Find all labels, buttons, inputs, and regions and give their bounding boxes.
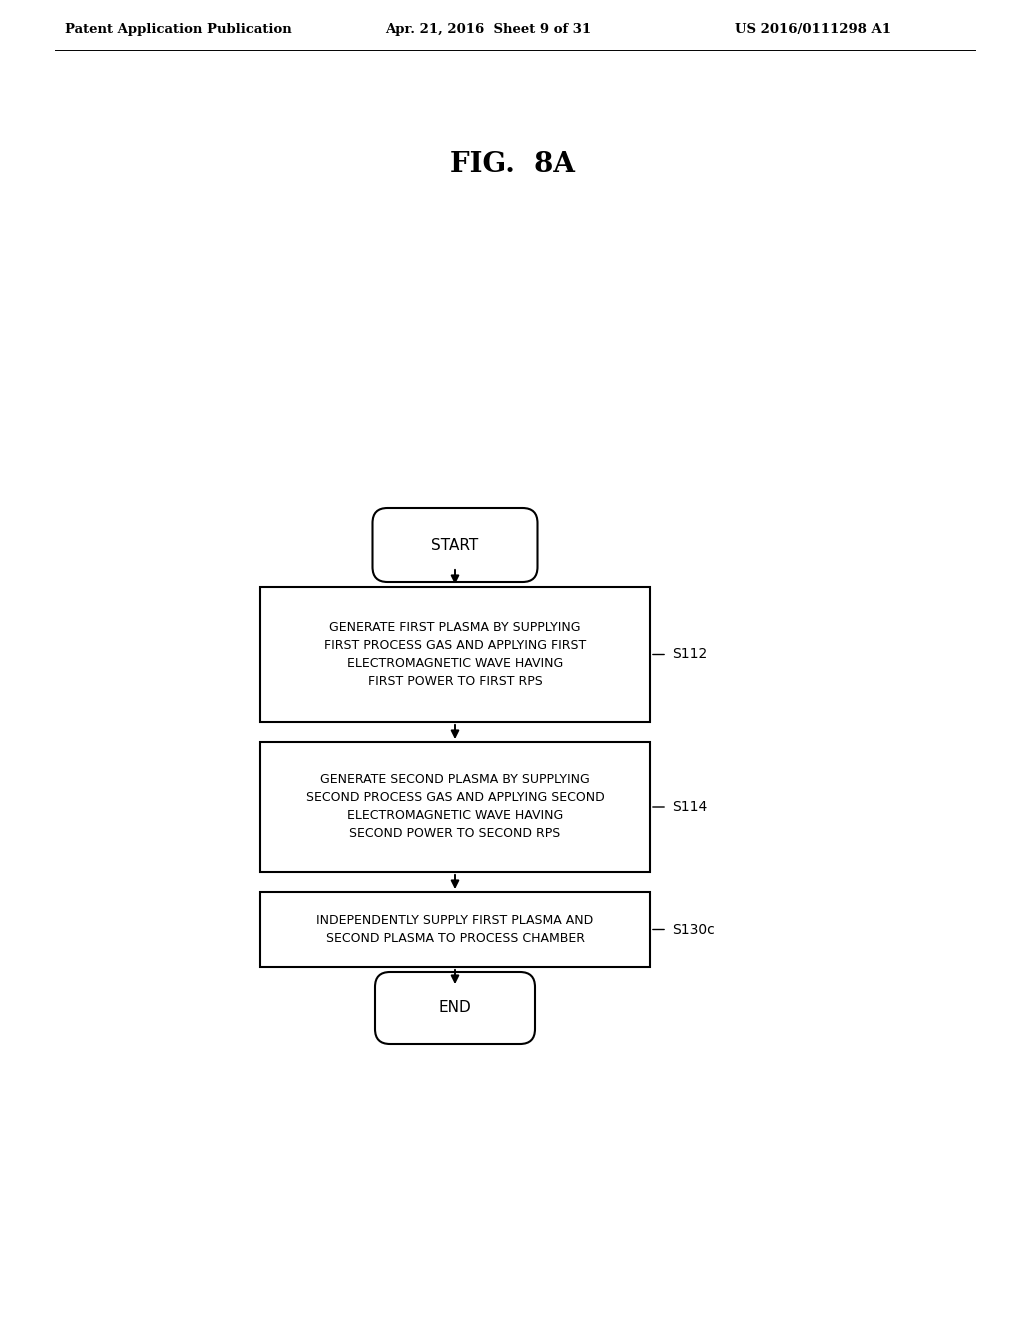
Text: S130c: S130c: [672, 923, 715, 936]
Text: Patent Application Publication: Patent Application Publication: [65, 24, 292, 37]
FancyBboxPatch shape: [260, 742, 650, 873]
Text: GENERATE FIRST PLASMA BY SUPPLYING
FIRST PROCESS GAS AND APPLYING FIRST
ELECTROM: GENERATE FIRST PLASMA BY SUPPLYING FIRST…: [324, 620, 586, 688]
Text: FIG.  8A: FIG. 8A: [450, 152, 574, 178]
Text: Apr. 21, 2016  Sheet 9 of 31: Apr. 21, 2016 Sheet 9 of 31: [385, 24, 591, 37]
Text: GENERATE SECOND PLASMA BY SUPPLYING
SECOND PROCESS GAS AND APPLYING SECOND
ELECT: GENERATE SECOND PLASMA BY SUPPLYING SECO…: [305, 774, 604, 841]
Text: INDEPENDENTLY SUPPLY FIRST PLASMA AND
SECOND PLASMA TO PROCESS CHAMBER: INDEPENDENTLY SUPPLY FIRST PLASMA AND SE…: [316, 913, 594, 945]
Text: START: START: [431, 537, 478, 553]
FancyBboxPatch shape: [375, 972, 535, 1044]
Text: US 2016/0111298 A1: US 2016/0111298 A1: [735, 24, 891, 37]
FancyBboxPatch shape: [260, 892, 650, 968]
FancyBboxPatch shape: [260, 587, 650, 722]
Text: END: END: [438, 1001, 471, 1015]
Text: S112: S112: [672, 648, 708, 661]
FancyBboxPatch shape: [373, 508, 538, 582]
Text: S114: S114: [672, 800, 708, 814]
